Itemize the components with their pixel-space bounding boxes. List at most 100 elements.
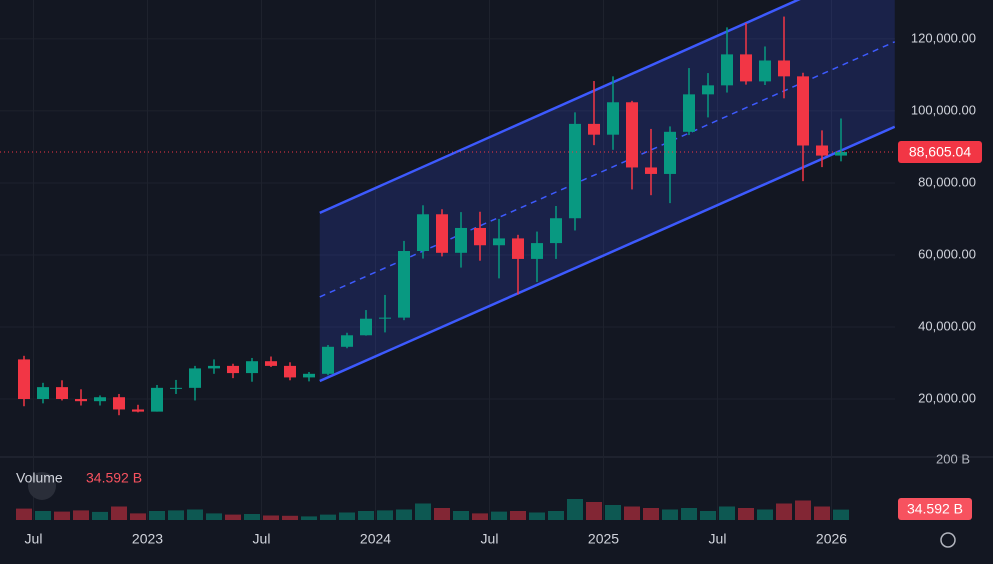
volume-legend-value: 34.592 B <box>86 470 142 486</box>
volume-bar <box>586 502 602 520</box>
candle-body <box>265 361 277 366</box>
axes: 20,000.00 40,000.00 60,000.00 80,000.00 100,… <box>0 30 982 547</box>
volume-bar <box>681 508 697 520</box>
settings-icon[interactable] <box>940 532 956 548</box>
candle-body <box>493 238 505 246</box>
x-tick-label: Jul <box>481 531 499 547</box>
volume-bar <box>814 506 830 520</box>
volume-badge-label: 34.592 B <box>907 501 963 517</box>
candle-body <box>607 102 619 135</box>
volume-bar <box>738 508 754 520</box>
volume-bar <box>168 510 184 520</box>
volume-bar <box>396 509 412 520</box>
volume-bar <box>415 503 431 520</box>
candle-body <box>721 54 733 86</box>
volume-bar <box>510 511 526 520</box>
candle-body <box>303 373 315 378</box>
volume-bar <box>757 509 773 520</box>
candle-body <box>246 361 258 374</box>
x-tick-label: Jul <box>709 531 727 547</box>
candle-body <box>37 387 49 400</box>
candle-body <box>778 60 790 77</box>
volume-bar <box>453 511 469 520</box>
candle-body <box>512 238 524 259</box>
y-tick-label: 80,000.00 <box>918 174 976 189</box>
grid <box>0 0 895 520</box>
x-tick-label: 2026 <box>816 531 847 547</box>
volume-title: Volume <box>16 470 63 486</box>
volume-bar <box>434 508 450 520</box>
volume-badge <box>898 498 972 520</box>
candle-body <box>797 76 809 146</box>
candle-body <box>550 218 562 244</box>
x-tick-label: 2023 <box>132 531 163 547</box>
candle-body <box>56 387 68 400</box>
logo[interactable] <box>28 472 56 500</box>
candle-body <box>227 365 239 374</box>
volume-bar <box>244 514 260 520</box>
volume-bar <box>149 511 165 520</box>
volume-bar <box>643 508 659 520</box>
candle-body <box>436 214 448 253</box>
candle-body <box>474 227 486 246</box>
channel-upper <box>319 0 801 214</box>
candle-body <box>189 368 201 388</box>
candle-body <box>417 214 429 252</box>
volume-bar <box>472 513 488 520</box>
volume-bar <box>339 512 355 520</box>
volume-bar <box>92 511 108 520</box>
volume-bar <box>225 514 241 520</box>
volume-bar <box>187 509 203 520</box>
y-tick-label: 20,000.00 <box>918 390 976 405</box>
candle-body <box>569 123 581 219</box>
candle-body <box>816 145 828 156</box>
candle-body <box>702 85 714 95</box>
volume-tick-label: 200 B <box>936 451 970 466</box>
candle-body <box>531 243 543 259</box>
candle-body <box>341 335 353 347</box>
channel-fill <box>319 0 895 382</box>
x-tick-label: Jul <box>253 531 271 547</box>
volume-bar <box>377 510 393 520</box>
candle-body <box>360 318 372 336</box>
x-tick-label: 2025 <box>588 531 619 547</box>
volume-bar <box>282 515 298 520</box>
volume-bar <box>111 506 127 520</box>
volume-bar <box>776 503 792 520</box>
x-tick-label: 2024 <box>360 531 391 547</box>
y-tick-label: 40,000.00 <box>918 318 976 333</box>
volume-bar <box>567 499 583 520</box>
y-tick-label: 120,000.00 <box>911 30 976 45</box>
candle-body <box>398 251 410 318</box>
candles <box>18 16 847 416</box>
last-price-label: 88,605.04 <box>909 144 971 160</box>
volume-bar <box>73 510 89 520</box>
channel <box>319 0 895 383</box>
candle-body <box>284 365 296 378</box>
volume-bar <box>795 500 811 520</box>
candle-body <box>18 359 30 400</box>
last-price-badge <box>898 140 982 163</box>
volume-bar <box>35 511 51 520</box>
volume-bar <box>548 511 564 520</box>
volume-bar <box>263 515 279 520</box>
candle-body <box>151 387 163 412</box>
candle-body <box>379 317 391 319</box>
volume-bar <box>206 513 222 520</box>
volume-bar <box>320 514 336 520</box>
candle-body <box>94 397 106 402</box>
candle-body <box>208 365 220 369</box>
candle-body <box>588 123 600 135</box>
volume-bar <box>529 512 545 520</box>
channel-median <box>319 41 895 298</box>
volume-bar <box>700 511 716 520</box>
volume-bar <box>16 508 32 520</box>
volume-bar <box>301 516 317 520</box>
y-tick-label: 100,000.00 <box>911 102 976 117</box>
volume-bar <box>491 511 507 520</box>
volume-bars <box>16 499 849 520</box>
candle-body <box>322 346 334 374</box>
